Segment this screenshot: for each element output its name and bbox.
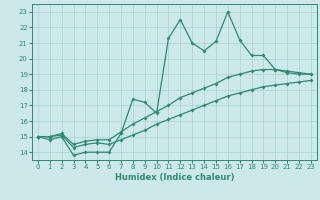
X-axis label: Humidex (Indice chaleur): Humidex (Indice chaleur) [115,173,234,182]
